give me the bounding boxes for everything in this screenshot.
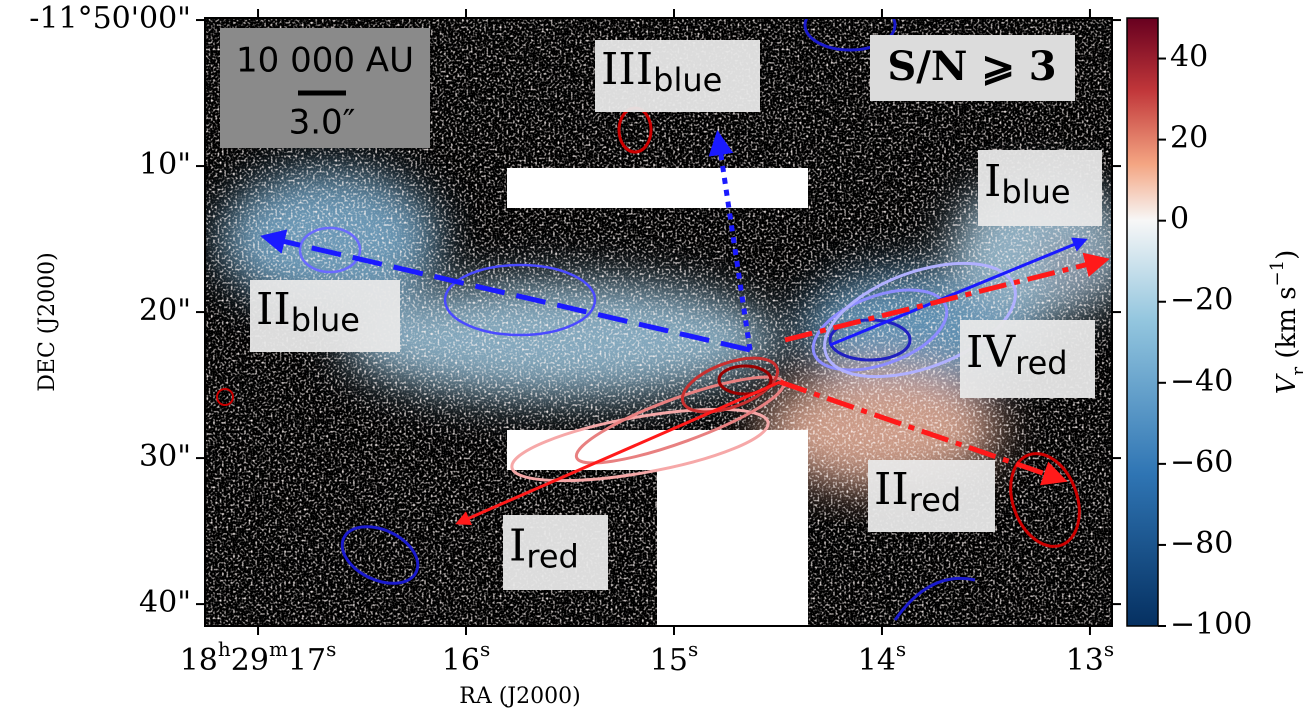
annotation: Ired: [509, 520, 579, 575]
y-tick-label: -11°50'00": [29, 1, 191, 36]
x-tick-label: 14s: [858, 637, 906, 679]
colorbar-label-part: r: [1288, 366, 1303, 375]
x-tick-label: 15s: [650, 637, 698, 679]
colorbar-label: Vr (km s−1): [1267, 250, 1303, 395]
annotation-box: [960, 320, 1095, 398]
contours: [216, 18, 1081, 621]
x-tick-label: 18h29m17s: [180, 637, 337, 679]
plot-frame: [204, 17, 1113, 627]
colorbar-tick-label: −80: [1170, 526, 1233, 561]
scalebar-angle: 3.0″: [289, 103, 356, 143]
annotation-text: I: [984, 156, 1001, 207]
scalebar-box: [220, 28, 430, 148]
annotation-box: [978, 150, 1102, 226]
colorbar-tick-label: 0: [1170, 202, 1189, 237]
annotation-sub: red: [526, 537, 578, 575]
annotation-sub: blue: [653, 61, 722, 99]
colorbar: [1126, 17, 1159, 627]
annotation-sub: red: [909, 481, 961, 519]
threshold-box: [870, 35, 1075, 101]
colorbar-label-part: −1: [1267, 260, 1288, 287]
colorbar-tick-label: −100: [1170, 607, 1252, 642]
y-axis-label: DEC (J2000): [35, 252, 60, 392]
x-tick-label: 13s: [1066, 637, 1114, 679]
masked-region: [507, 168, 808, 208]
colorbar-label-part: V: [1272, 373, 1302, 394]
annotation-text: II: [874, 464, 909, 515]
annotation-box: [595, 40, 760, 112]
annotation: IVred: [966, 327, 1068, 382]
colorbar-tick-label: −40: [1170, 364, 1233, 399]
annotation: IIIblue: [601, 44, 722, 99]
annotation-box: [250, 280, 400, 352]
annotation-text: IV: [966, 327, 1016, 378]
annotation-sub: red: [1015, 344, 1067, 382]
annotation-box: [868, 460, 995, 532]
colorbar-tick-label: 40: [1170, 40, 1208, 75]
masked-region: [657, 430, 808, 626]
scalebar-length: 10 000 AU: [236, 41, 414, 81]
y-tick-label: 40": [139, 585, 191, 620]
colorbar-tick-label: 20: [1170, 121, 1208, 156]
outflow-arrows: [260, 130, 1110, 526]
annotation-text: III: [601, 44, 653, 95]
colorbar-label-part: (km s: [1272, 286, 1302, 366]
annotation-sub: blue: [291, 301, 360, 339]
x-tick-label: 16s: [442, 637, 490, 679]
y-tick-label: 20": [139, 293, 191, 328]
annotation: IIred: [874, 464, 961, 519]
threshold-label: S/N ⩾ 3: [887, 43, 1056, 90]
colorbar-label-part: ): [1272, 250, 1302, 260]
annotation-text: I: [509, 520, 526, 571]
colorbar-tick-label: −20: [1170, 283, 1233, 318]
annotation: Iblue: [984, 156, 1071, 211]
y-tick-label: 10": [139, 147, 191, 182]
annotation: IIblue: [256, 284, 360, 339]
annotation-text: II: [256, 284, 291, 335]
x-axis-label: RA (J2000): [459, 684, 580, 709]
colorbar-tick-label: −60: [1170, 445, 1233, 480]
y-tick-label: 30": [139, 439, 191, 474]
annotation-sub: blue: [1001, 173, 1070, 211]
annotation-box: [503, 515, 608, 590]
